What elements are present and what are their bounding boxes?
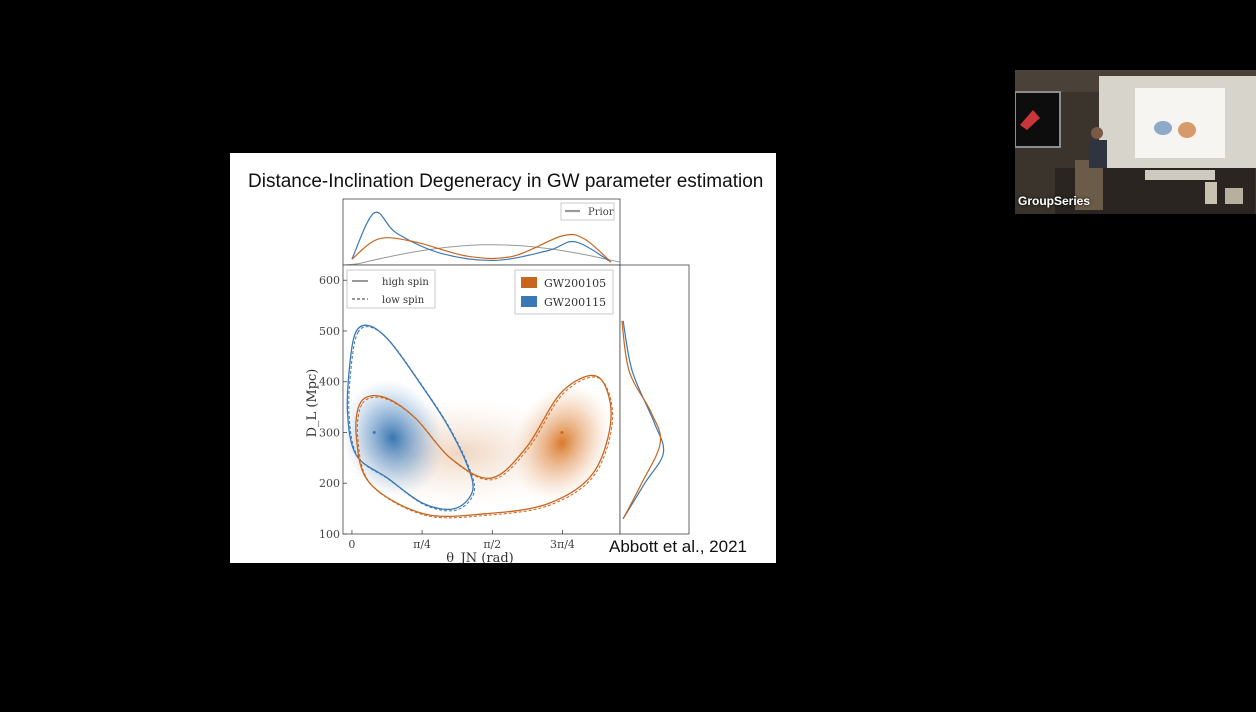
contours <box>346 324 614 519</box>
legend-low-spin: low spin <box>382 295 425 306</box>
x-axis: 0 π/4 π/2 3π/4 <box>348 530 575 551</box>
y-tick-label: 400 <box>319 376 340 389</box>
projected-slide <box>1135 88 1225 158</box>
peak-gw200115 <box>372 430 376 434</box>
distance-marginal-gw200115 <box>622 320 665 520</box>
legend-prior-label: Prior <box>588 207 614 218</box>
y-tick-label: 600 <box>319 274 340 287</box>
citation: Abbott et al., 2021 <box>609 537 747 556</box>
x-axis-label: θ_JN (rad) <box>446 551 513 563</box>
speaker-video-thumbnail[interactable]: GroupSeries <box>1015 70 1256 214</box>
y-axis-label: D_L (Mpc) <box>305 369 320 438</box>
distance-marginal-gw200105 <box>621 320 662 520</box>
speaker-head <box>1091 127 1103 139</box>
y-tick-label: 500 <box>319 325 340 338</box>
podium <box>1075 160 1103 210</box>
theta-marginal-gw200115 <box>351 211 612 263</box>
x-tick-label: 3π/4 <box>550 538 575 551</box>
camera-label: GroupSeries <box>1018 194 1091 208</box>
theta-marginal-gw200105 <box>351 233 612 263</box>
logo-icon <box>1020 110 1040 130</box>
prior-curve <box>342 244 621 266</box>
y-axis: 100 200 300 400 500 600 <box>319 274 347 541</box>
legend-prior: Prior <box>560 202 615 221</box>
legend-high-spin: high spin <box>382 277 429 288</box>
density-gw200115 <box>343 379 445 497</box>
presentation-slide: Distance-Inclination Degeneracy in GW pa… <box>230 153 776 563</box>
right-marginal-curves <box>621 320 665 520</box>
legend-gw200105: GW200105 <box>544 277 606 290</box>
x-tick-label: π/2 <box>483 538 501 551</box>
x-tick-label: π/4 <box>413 538 431 551</box>
y-tick-label: 100 <box>319 528 340 541</box>
legend-swatch-gw200105 <box>521 277 537 288</box>
contour-low-spin-gw200115 <box>348 326 476 512</box>
top-marginal-curves <box>342 211 621 266</box>
legend-events: GW200105 GW200115 <box>514 269 614 315</box>
y-tick-label: 200 <box>319 477 340 490</box>
corner-plot: Prior high spin low spin GW200105 GW2001… <box>305 198 690 563</box>
legend-gw200115: GW200115 <box>544 296 606 309</box>
contour-low-spin-gw200105 <box>356 376 614 519</box>
y-tick-label: 300 <box>319 426 340 439</box>
speaker-body <box>1089 140 1107 168</box>
peak-gw200105 <box>560 430 564 434</box>
room-scene <box>1015 70 1256 214</box>
right-marginal-frame <box>619 264 690 535</box>
x-tick-label: 0 <box>348 538 355 551</box>
slide-title: Distance-Inclination Degeneracy in GW pa… <box>248 171 764 192</box>
legend-spin: high spin low spin <box>346 269 436 309</box>
legend-swatch-gw200115 <box>521 296 537 307</box>
density-gw200105 <box>511 383 613 503</box>
